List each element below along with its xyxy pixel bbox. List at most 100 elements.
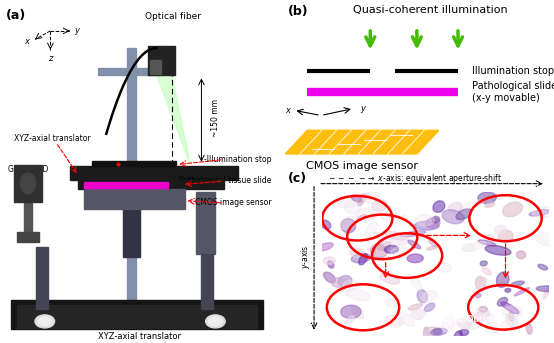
Ellipse shape	[340, 216, 357, 229]
Ellipse shape	[457, 319, 471, 328]
Text: z: z	[48, 54, 53, 63]
Ellipse shape	[416, 214, 434, 226]
Bar	[37, 247, 48, 309]
Text: Illumination stop: Illumination stop	[472, 66, 554, 76]
Ellipse shape	[432, 216, 440, 223]
Ellipse shape	[341, 219, 356, 233]
Ellipse shape	[411, 275, 422, 291]
Ellipse shape	[502, 306, 522, 317]
Ellipse shape	[338, 276, 352, 287]
Polygon shape	[285, 130, 439, 154]
Ellipse shape	[454, 331, 462, 340]
Ellipse shape	[486, 235, 494, 239]
Ellipse shape	[359, 253, 367, 265]
Ellipse shape	[532, 206, 554, 217]
Bar	[84, 189, 184, 209]
Ellipse shape	[399, 215, 408, 224]
Ellipse shape	[384, 315, 404, 326]
Ellipse shape	[206, 315, 225, 328]
Ellipse shape	[475, 294, 481, 298]
Bar	[98, 68, 160, 75]
Ellipse shape	[529, 210, 550, 216]
Ellipse shape	[341, 305, 361, 319]
Ellipse shape	[505, 288, 511, 292]
Ellipse shape	[502, 202, 522, 217]
Ellipse shape	[428, 238, 437, 247]
Text: (c): (c)	[288, 172, 307, 185]
Ellipse shape	[356, 209, 375, 220]
Ellipse shape	[351, 195, 362, 202]
Ellipse shape	[358, 193, 366, 206]
Ellipse shape	[499, 230, 513, 243]
Text: $-\,-\,-\,-$$\rightarrow$ $\it{x}$-axis: equivalent aperture-shift: $-\,-\,-\,-$$\rightarrow$ $\it{x}$-axis:…	[328, 172, 502, 185]
Ellipse shape	[442, 317, 455, 332]
Ellipse shape	[35, 315, 54, 328]
Ellipse shape	[501, 302, 519, 314]
Text: XYZ-axial translator: XYZ-axial translator	[99, 332, 181, 341]
Ellipse shape	[38, 317, 52, 326]
Ellipse shape	[430, 328, 447, 335]
Bar	[14, 165, 42, 202]
Ellipse shape	[536, 233, 554, 246]
Text: $\it{y}$-axis: $\it{y}$-axis	[299, 244, 312, 269]
Ellipse shape	[482, 268, 491, 275]
Ellipse shape	[462, 244, 475, 252]
Ellipse shape	[331, 200, 356, 208]
Ellipse shape	[350, 249, 364, 258]
Ellipse shape	[526, 323, 532, 334]
Ellipse shape	[331, 277, 348, 288]
Text: CMOS image sensor: CMOS image sensor	[306, 162, 418, 172]
Text: x: x	[24, 37, 29, 46]
Bar	[123, 182, 140, 257]
Ellipse shape	[386, 317, 402, 327]
Ellipse shape	[379, 210, 392, 220]
Ellipse shape	[208, 317, 222, 326]
Text: XYZ-axial translator: XYZ-axial translator	[14, 134, 91, 143]
Polygon shape	[157, 75, 190, 165]
Ellipse shape	[345, 316, 355, 324]
Ellipse shape	[516, 251, 526, 259]
Bar	[93, 161, 176, 166]
Ellipse shape	[327, 261, 334, 268]
Ellipse shape	[351, 306, 364, 319]
Ellipse shape	[342, 280, 357, 291]
Ellipse shape	[411, 309, 425, 320]
Bar	[78, 180, 224, 189]
Ellipse shape	[344, 201, 361, 214]
Bar	[150, 60, 161, 74]
Bar	[24, 202, 32, 233]
Ellipse shape	[424, 327, 442, 335]
Ellipse shape	[494, 225, 506, 234]
Ellipse shape	[479, 307, 488, 312]
Ellipse shape	[383, 231, 408, 240]
Text: Pathological slide
(x-y movable): Pathological slide (x-y movable)	[472, 81, 554, 103]
Bar	[84, 182, 168, 188]
Ellipse shape	[373, 232, 387, 243]
Ellipse shape	[536, 286, 554, 292]
Ellipse shape	[435, 262, 452, 272]
Ellipse shape	[501, 319, 515, 328]
Ellipse shape	[324, 257, 335, 264]
Ellipse shape	[485, 202, 495, 208]
Ellipse shape	[363, 192, 381, 203]
Ellipse shape	[317, 243, 334, 251]
Ellipse shape	[324, 272, 335, 283]
Ellipse shape	[475, 276, 485, 291]
Ellipse shape	[365, 222, 378, 237]
Text: Quasi-coherent illumination: Quasi-coherent illumination	[353, 5, 508, 15]
Ellipse shape	[509, 311, 514, 321]
Bar	[127, 48, 136, 316]
Ellipse shape	[433, 329, 442, 334]
Ellipse shape	[401, 231, 425, 237]
Ellipse shape	[433, 201, 445, 212]
Ellipse shape	[462, 200, 484, 209]
Ellipse shape	[478, 240, 496, 246]
Ellipse shape	[362, 195, 370, 200]
Ellipse shape	[514, 288, 530, 296]
Ellipse shape	[485, 246, 511, 255]
Ellipse shape	[457, 322, 479, 329]
Text: IntelligentOptics: IntelligentOptics	[422, 315, 494, 324]
Ellipse shape	[538, 264, 547, 270]
Bar	[17, 232, 39, 242]
Ellipse shape	[372, 200, 388, 211]
